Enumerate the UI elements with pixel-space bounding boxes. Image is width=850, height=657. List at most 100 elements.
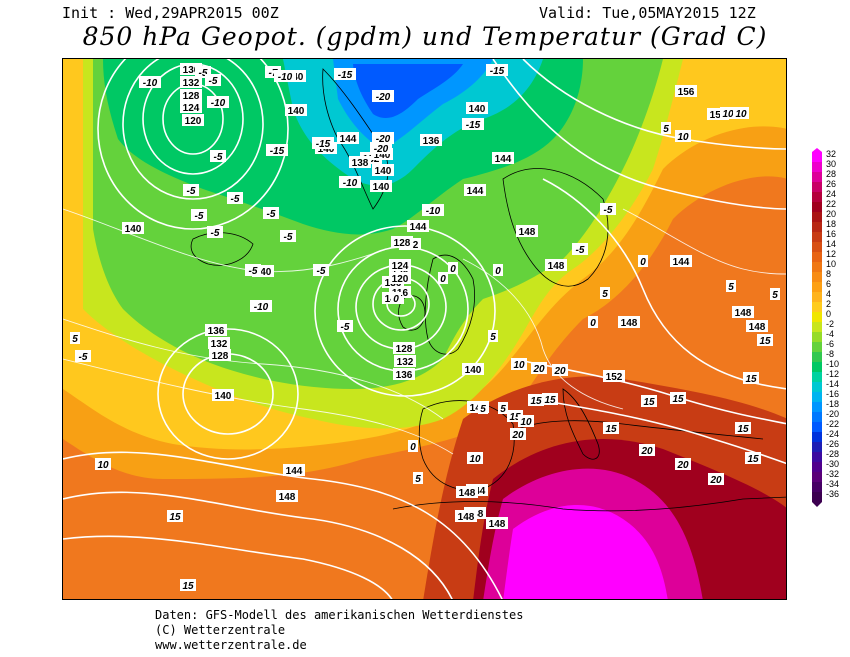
- height-label-bg: [420, 134, 442, 146]
- temperature-label-bg: [210, 150, 226, 162]
- temperature-label-bg: [438, 272, 448, 284]
- temperature-label-bg: [675, 458, 691, 470]
- temperature-label-bg: [95, 458, 111, 470]
- colorbar-label: -28: [826, 449, 840, 459]
- temperature-label: 5: [490, 332, 496, 343]
- colorbar-swatch: [812, 202, 822, 212]
- credits-copyright: (C) Wetterzentrale: [155, 623, 286, 637]
- temperature-label-bg: [600, 287, 610, 299]
- colorbar-swatch: [812, 242, 822, 252]
- temperature-label-bg: [720, 107, 736, 119]
- temperature-label-bg: [467, 452, 483, 464]
- credits: Daten: GFS-Modell des amerikanischen Wet…: [155, 608, 523, 653]
- height-label-bg: [122, 222, 144, 234]
- temperature-label: -10: [278, 72, 293, 83]
- temperature-label-bg: [670, 392, 686, 404]
- height-label-bg: [670, 255, 692, 267]
- height-label-bg: [516, 225, 538, 237]
- temperature-label-bg: [588, 316, 598, 328]
- temperature-label: -10: [343, 178, 358, 189]
- temperature-label: 0: [410, 442, 416, 453]
- temperature-label-bg: [510, 428, 526, 440]
- temperature-label: 15: [745, 374, 757, 385]
- height-label-bg: [492, 152, 514, 164]
- colorbar-label: 6: [826, 279, 832, 289]
- height-label-bg: [389, 259, 411, 271]
- temperature-label-bg: [528, 394, 544, 406]
- temperature-label-bg: [638, 255, 648, 267]
- temperature-label: 5: [72, 334, 78, 345]
- colorbar-label: 26: [826, 179, 837, 189]
- height-label-bg: [618, 316, 640, 328]
- height-label: 132: [397, 357, 414, 368]
- temperature-label-bg: [334, 68, 356, 80]
- colorbar-swatch: [812, 252, 822, 262]
- height-label-bg: [283, 464, 305, 476]
- height-label: 132: [183, 78, 200, 89]
- colorbar-label: -34: [826, 479, 840, 489]
- temperature-label-bg: [511, 358, 527, 370]
- temperature-label-bg: [313, 264, 329, 276]
- temperature-label-bg: [462, 118, 484, 130]
- colorbar-swatch: [812, 172, 822, 182]
- temperature-label: -5: [317, 266, 326, 277]
- colorbar-label: 8: [826, 269, 832, 279]
- colorbar-swatch: [812, 342, 822, 352]
- temperature-label: 5: [602, 289, 608, 300]
- temperature-label-bg: [735, 422, 751, 434]
- height-label-bg: [486, 517, 508, 529]
- colorbar-swatch: [812, 362, 822, 372]
- italy-coast: [562, 388, 600, 460]
- height-label: 132: [211, 339, 228, 350]
- temperature-label: -5: [249, 266, 258, 277]
- temperature-label-bg: [486, 64, 508, 76]
- temperature-label: 15: [605, 424, 617, 435]
- coastlines: [190, 68, 786, 512]
- temperature-label: -5: [267, 209, 276, 220]
- temperature-label-bg: [207, 96, 229, 108]
- temperature-label-bg: [207, 226, 223, 238]
- temperature-label: 10: [469, 454, 481, 465]
- height-label-bg: [372, 164, 394, 176]
- height-label: 136: [183, 65, 200, 76]
- height-label: 124: [392, 261, 409, 272]
- height-label: 140: [215, 391, 232, 402]
- height-label: 124: [183, 103, 200, 114]
- temperature-label: -5: [214, 152, 223, 163]
- height-label: 140: [375, 166, 392, 177]
- height-label-bg: [393, 342, 415, 354]
- colorbar-label: 20: [826, 209, 837, 219]
- temperature-label-bg: [641, 395, 657, 407]
- temperature-label: -20: [376, 134, 391, 145]
- temperature-label: 10: [513, 360, 525, 371]
- temperature-label: -10: [426, 206, 441, 217]
- height-label-bg: [205, 324, 227, 336]
- temperature-label: -20: [374, 144, 389, 155]
- init-time: Init : Wed,29APR2015 00Z: [62, 4, 279, 22]
- isotherms: [63, 208, 786, 455]
- temperature-label: -15: [316, 139, 331, 150]
- height-label-bg: [746, 320, 768, 332]
- height-label: 140: [469, 104, 486, 115]
- height-label-bg: [370, 180, 392, 192]
- height-label-bg: [603, 370, 625, 382]
- temperature-label-bg: [745, 452, 761, 464]
- colorbar-swatch: [812, 382, 822, 392]
- credits-url[interactable]: www.wetterzentrale.de: [155, 638, 307, 652]
- colorbar-label: 2: [826, 299, 832, 309]
- height-label-bg: [462, 363, 484, 375]
- height-label: 128: [183, 91, 200, 102]
- colorbar-label: -36: [826, 489, 840, 499]
- temperature-label: 5: [480, 404, 486, 415]
- temperature-label-bg: [726, 280, 736, 292]
- height-label: 148: [621, 318, 638, 329]
- temperature-label: -5: [187, 186, 196, 197]
- temp-region-hot-32: [503, 505, 668, 599]
- colorbar-label: -2: [826, 319, 835, 329]
- height-label: 148: [489, 519, 506, 530]
- temperature-label: 15: [759, 336, 771, 347]
- temperature-label: 10: [722, 109, 734, 120]
- temperature-label-bg: [370, 142, 392, 154]
- height-label-bg: [180, 101, 202, 113]
- temperature-label-bg: [183, 184, 199, 196]
